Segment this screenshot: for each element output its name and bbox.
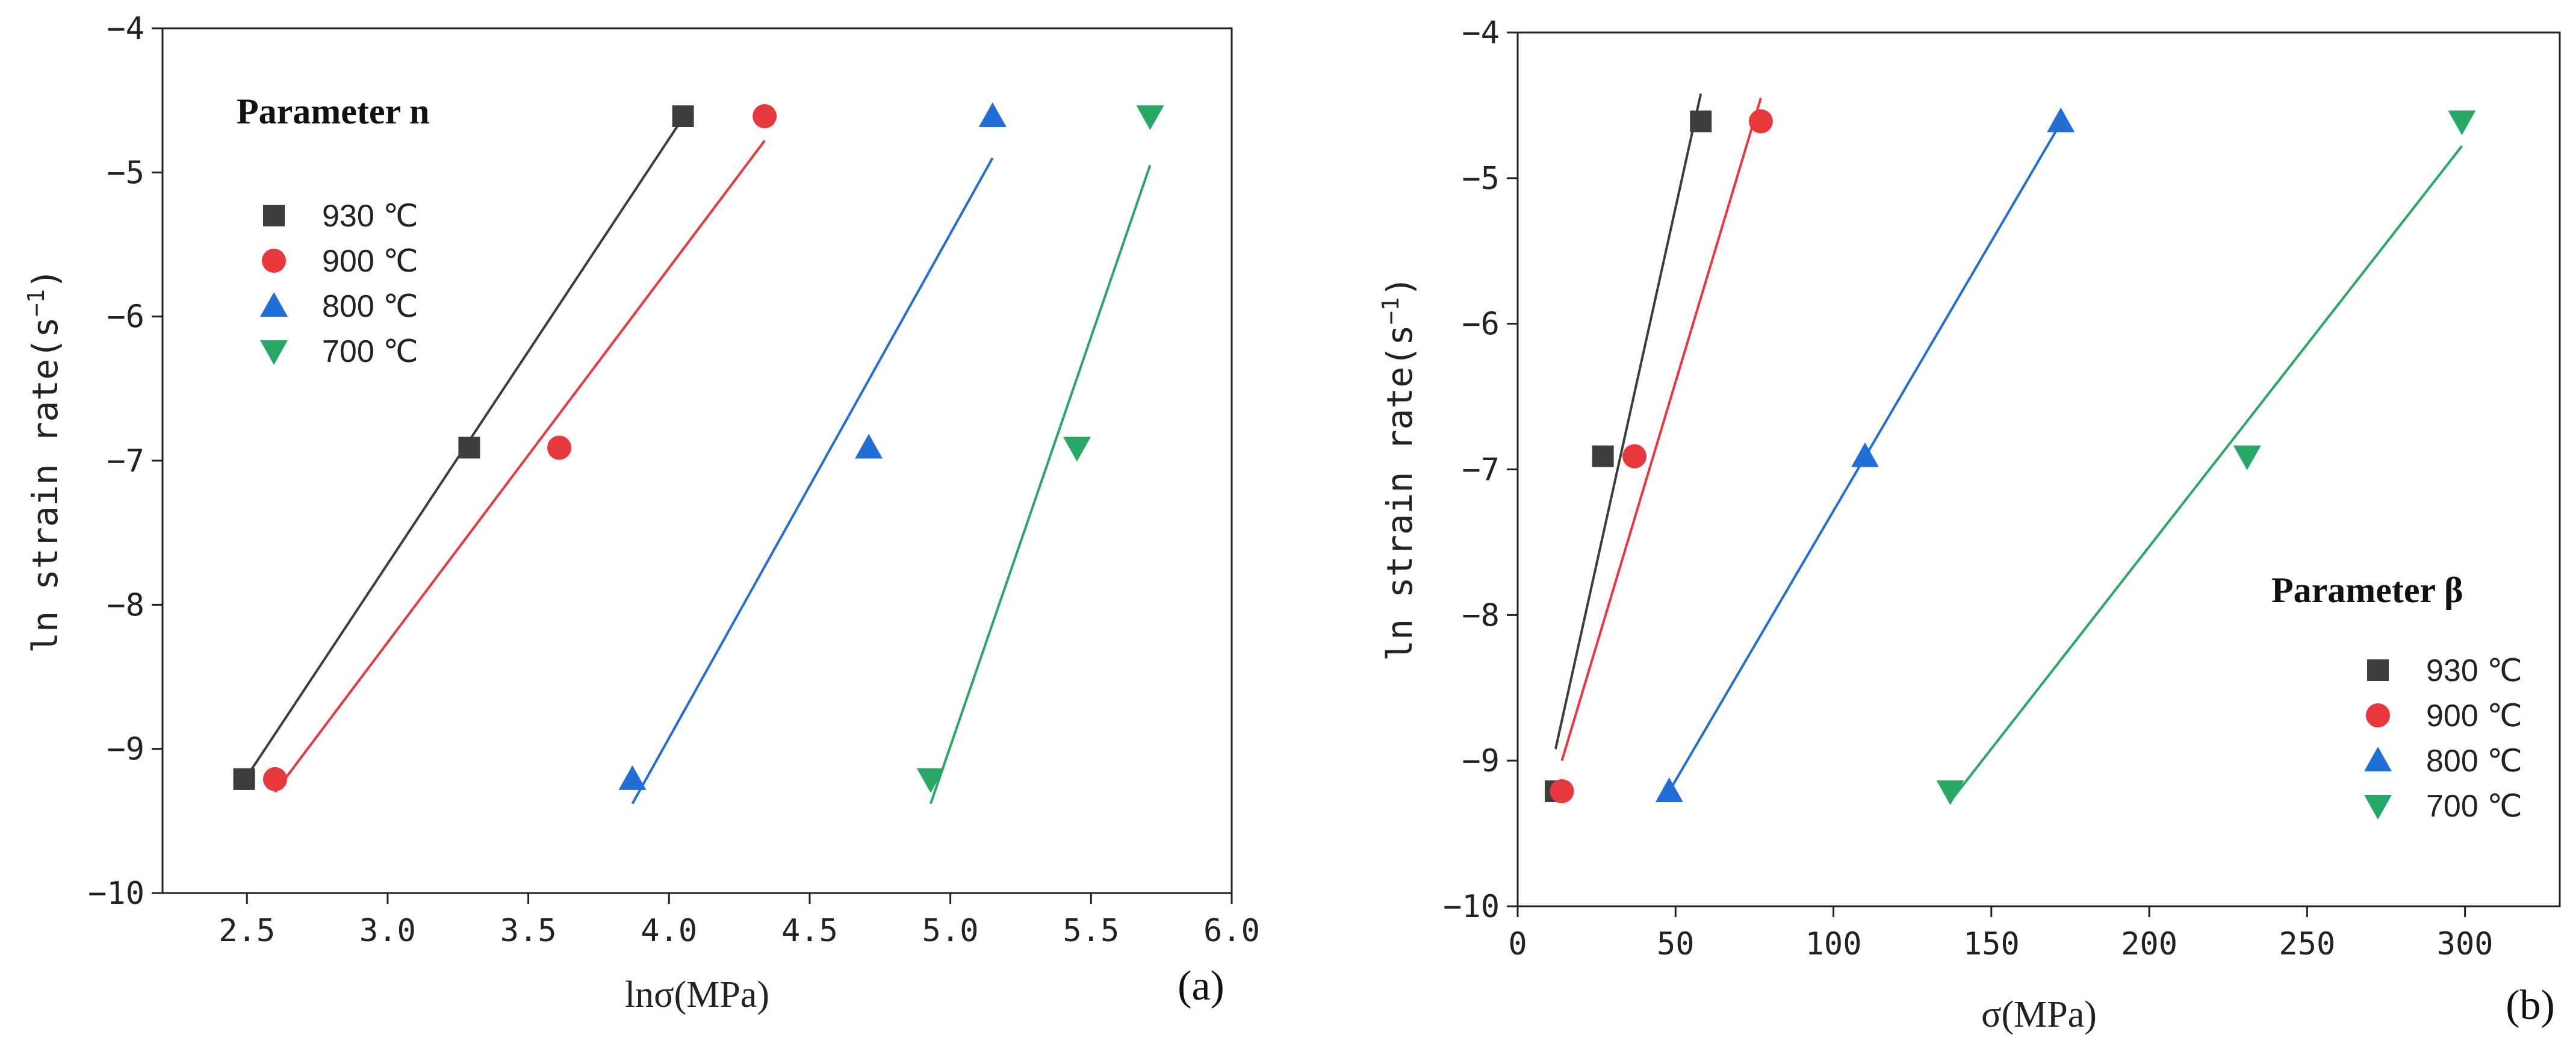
legend-label-700: 700 ℃ (322, 334, 418, 369)
x-tick-label: 5.5 (1063, 913, 1119, 949)
x-tick-label: 0 (1508, 926, 1527, 962)
data-point-700 (916, 768, 945, 793)
legend-marker-930 (263, 205, 285, 226)
x-tick-label: 5.0 (922, 913, 979, 949)
x-tick-label: 6.0 (1203, 913, 1260, 949)
legend-label-900: 900 ℃ (2426, 699, 2522, 733)
data-point-800 (618, 765, 647, 790)
panel-a-y-axis-title-main: ln strain rate(s (25, 317, 66, 653)
x-tick-label: 4.0 (641, 913, 697, 949)
panel-a-chart: 2.5 3.0 3.5 4.0 4.5 5.0 5.5 6.0−10−9−8−7−6−5−4 … (23, 11, 1260, 1015)
x-tick-label: 100 (1805, 926, 1862, 962)
panel-a-legend-title: Parameter n (237, 92, 429, 131)
y-tick-label: −4 (1462, 15, 1500, 51)
data-point-800 (978, 102, 1007, 127)
y-tick-label: −8 (107, 587, 144, 623)
y-tick-label: −9 (1462, 743, 1500, 779)
data-point-700 (1936, 780, 1964, 805)
legend-label-930: 930 ℃ (322, 199, 418, 234)
panel-a-legend: 930 ℃ 900 ℃ 800 ℃ 700 ℃ (260, 199, 418, 369)
panel-a-y-axis-title: ln strain rate(s−1) (23, 268, 66, 653)
fit-line-800 (631, 157, 994, 804)
y-tick-label: −9 (107, 732, 144, 768)
legend-marker-800 (260, 292, 288, 317)
y-tick-label: −7 (107, 443, 144, 479)
data-point-800 (1655, 777, 1683, 802)
x-tick-label: 250 (2279, 926, 2335, 962)
panel-b-x-axis-title: σ(MPa) (1981, 994, 2097, 1035)
legend-label-900: 900 ℃ (322, 244, 418, 279)
panel-a-label: (a) (1178, 963, 1224, 1009)
legend-label-930: 930 ℃ (2426, 653, 2522, 688)
data-point-900 (753, 104, 777, 128)
y-tick-label: −8 (1462, 597, 1500, 633)
panel-b-plot-area (1516, 31, 2561, 907)
fit-line-930 (1554, 93, 1702, 750)
data-point-900 (1748, 109, 1773, 134)
y-tick-label: −6 (1462, 307, 1500, 343)
panel-a-y-axis-title-close: ) (25, 268, 66, 289)
y-tick-label: −10 (1443, 889, 1500, 925)
data-point-900 (1550, 779, 1574, 803)
panel-a-x-axis-title: lnσ(MPa) (625, 974, 769, 1015)
x-tick-label: 2.5 (219, 913, 275, 949)
y-tick-label: −6 (107, 299, 144, 335)
data-point-930 (1690, 110, 1712, 132)
data-point-700 (2233, 445, 2261, 470)
data-point-900 (547, 435, 571, 460)
legend-label-700: 700 ℃ (2426, 789, 2522, 824)
y-tick-label: −5 (1462, 161, 1500, 197)
data-point-700 (1063, 437, 1091, 462)
y-tick-label: −10 (88, 876, 144, 912)
panel-b-chart: 0 50 100 150 200 250 300−10−9−8−7−6−5−4 930 ℃9… (1377, 15, 2561, 1035)
y-tick-label: −7 (1462, 452, 1500, 488)
x-tick-label: 150 (1963, 926, 2020, 962)
legend-marker-700 (2364, 795, 2392, 820)
x-tick-label: 3.0 (359, 913, 416, 949)
legend-marker-800 (2364, 747, 2392, 771)
data-point-700 (1136, 105, 1164, 130)
fit-line-900 (274, 140, 766, 793)
panel-b-legend: 930 ℃ 900 ℃ 800 ℃ 700 ℃ (2364, 653, 2522, 824)
x-tick-label: 300 (2437, 926, 2494, 962)
panel-a-plot-area (161, 27, 1233, 894)
x-tick-label: 200 (2121, 926, 2177, 962)
x-tick-label: 50 (1657, 926, 1695, 962)
panel-b-y-axis-title-exponent: −1 (1377, 297, 1404, 325)
legend-marker-900 (262, 249, 286, 273)
x-tick-label: 4.5 (781, 913, 838, 949)
panel-b-y-axis-title-main: ln strain rate(s (1379, 325, 1420, 661)
data-point-930 (672, 105, 694, 127)
data-point-930 (233, 768, 255, 790)
legend-marker-900 (2366, 703, 2390, 727)
data-point-930 (1592, 445, 1614, 467)
legend-label-800: 800 ℃ (2426, 744, 2522, 779)
data-point-900 (1622, 444, 1647, 468)
data-point-900 (262, 767, 287, 791)
panel-a-y-axis-title-exponent: −1 (23, 289, 49, 317)
legend-marker-930 (2367, 659, 2389, 681)
legend-marker-700 (260, 340, 288, 365)
panel-b-y-axis-title-close: ) (1379, 276, 1420, 297)
y-tick-label: −5 (107, 155, 144, 191)
panel-b-y-axis-title: ln strain rate(s−1) (1377, 276, 1420, 661)
x-tick-label: 3.5 (500, 913, 557, 949)
legend-label-800: 800 ℃ (322, 289, 418, 324)
fit-line-900 (1560, 98, 1762, 761)
panel-b-legend-title: Parameter β (2271, 570, 2463, 610)
data-point-700 (2448, 110, 2476, 135)
data-point-800 (2047, 107, 2075, 132)
fit-line-700 (930, 164, 1152, 804)
data-point-800 (1851, 442, 1879, 467)
panel-b-label: (b) (2506, 982, 2555, 1029)
data-point-800 (855, 434, 883, 459)
fit-line-700 (1949, 145, 2463, 803)
data-point-930 (458, 437, 480, 459)
y-tick-label: −4 (107, 11, 144, 47)
